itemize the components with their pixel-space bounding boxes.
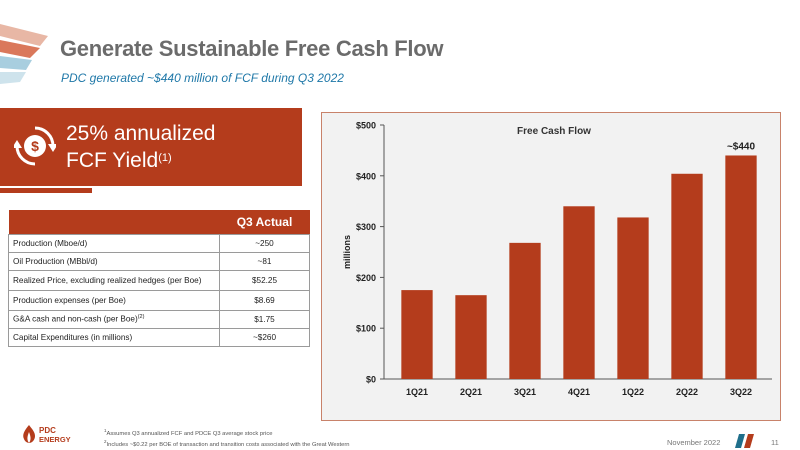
footnote-2-marker: 2 — [104, 438, 107, 444]
table-header-q3-actual: Q3 Actual — [219, 210, 310, 234]
bar-4q21 — [563, 206, 595, 379]
presentation-date: November 2022 — [667, 438, 721, 447]
x-tick-label: 1Q22 — [622, 387, 644, 397]
footnote-1: 1Assumes Q3 annualized FCF and PDCE Q3 a… — [104, 427, 350, 438]
row-label: Production expenses (per Boe) — [8, 289, 220, 311]
logo-text-pdc: PDC — [39, 426, 56, 435]
y-tick-label: $200 — [356, 273, 376, 283]
row-value: ~81 — [219, 251, 310, 271]
footnote-1-marker: 1 — [104, 428, 107, 433]
table-row: Capital Expenditures (in millions) ~$260 — [8, 327, 310, 347]
row-label: Capital Expenditures (in millions) — [8, 327, 220, 347]
table-row: G&A cash and non-cash (per Boe)(2) $1.75 — [8, 309, 310, 329]
bar-2q21 — [455, 295, 487, 379]
bar-2q22 — [671, 173, 703, 379]
x-tick-label: 4Q21 — [568, 387, 590, 397]
dollar-cycle-icon: $ — [14, 126, 56, 166]
bar-1q21 — [401, 290, 433, 379]
chart-title: Free Cash Flow — [517, 126, 591, 137]
page-title: Generate Sustainable Free Cash Flow — [60, 36, 444, 61]
y-tick-label: $500 — [356, 121, 376, 131]
footnotes: 1Assumes Q3 annualized FCF and PDCE Q3 a… — [104, 427, 350, 449]
bar-1q22 — [617, 217, 649, 379]
bar-annotation: ~$440 — [727, 141, 756, 152]
y-tick-label: $0 — [366, 375, 376, 385]
table-header-blank — [8, 210, 220, 234]
table-row: Production expenses (per Boe) $8.69 — [8, 289, 310, 311]
row-label-footnote: (2) — [137, 314, 145, 321]
fcf-chart-panel: $0 $100 $200 $300 $400 $500 millions Free Cash … — [321, 112, 781, 421]
x-tick-label: 3Q22 — [730, 387, 752, 397]
page-subtitle: PDC generated ~$440 million of FCF durin… — [61, 71, 344, 85]
logo-text-energy: ENERGY — [39, 435, 71, 444]
q3-metrics-table: Q3 Actual Production (Mboe/d) ~250 Oil P… — [8, 210, 310, 347]
pdc-energy-logo: PDC ENERGY — [23, 425, 71, 444]
y-axis-label: millions — [342, 235, 352, 269]
row-label-wrap: G&A cash and non-cash (per Boe)(2) — [8, 309, 220, 329]
fcf-yield-text: 25% annualized FCF Yield(1) — [66, 120, 215, 174]
accent-underline — [0, 188, 92, 193]
row-label: G&A cash and non-cash (per Boe) — [13, 314, 138, 324]
fcf-yield-footnote-ref: (1) — [158, 152, 172, 164]
x-tick-label: 2Q22 — [676, 387, 698, 397]
y-tick-label: $300 — [356, 222, 376, 232]
fcf-yield-line2: FCF Yield — [66, 149, 159, 172]
svg-text:$: $ — [31, 138, 39, 154]
row-value: ~250 — [219, 233, 310, 253]
x-tick-label: 2Q21 — [460, 387, 482, 397]
decorative-stripes — [0, 24, 48, 84]
table-row: Realized Price, excluding realized hedge… — [8, 269, 310, 291]
row-label: Production (Mboe/d) — [8, 233, 220, 253]
footnote-1-text: Assumes Q3 annualized FCF and PDCE Q3 av… — [106, 430, 273, 437]
row-label: Realized Price, excluding realized hedge… — [8, 269, 220, 291]
fcf-bar-chart: $0 $100 $200 $300 $400 $500 millions Free Cash … — [342, 121, 772, 397]
page-number: 11 — [771, 438, 779, 447]
bar-3q22 — [725, 155, 757, 379]
row-label: Oil Production (MBbl/d) — [8, 251, 220, 271]
footnote-2-text: Includes ~$0.22 per BOE of transaction a… — [106, 441, 350, 448]
footnote-2: 2Includes ~$0.22 per BOE of transaction … — [104, 438, 350, 449]
row-value: ~$260 — [219, 327, 310, 347]
row-value: $8.69 — [219, 289, 310, 311]
table-row: Production (Mboe/d) ~250 — [8, 233, 310, 253]
row-value: $52.25 — [219, 269, 310, 291]
fcf-yield-line1: 25% annualized — [66, 122, 216, 145]
y-tick-label: $400 — [356, 171, 376, 181]
table-row: Oil Production (MBbl/d) ~81 — [8, 251, 310, 271]
row-value: $1.75 — [219, 309, 310, 329]
fcf-yield-line2-wrap: FCF Yield(1) — [66, 147, 215, 174]
x-tick-label: 1Q21 — [406, 387, 428, 397]
x-tick-label: 3Q21 — [514, 387, 536, 397]
fcf-yield-callout: $ 25% annualized FCF Yield(1) — [0, 108, 302, 186]
brand-bars-mark — [735, 434, 754, 448]
y-tick-label: $100 — [356, 324, 376, 334]
bar-3q21 — [509, 242, 541, 379]
